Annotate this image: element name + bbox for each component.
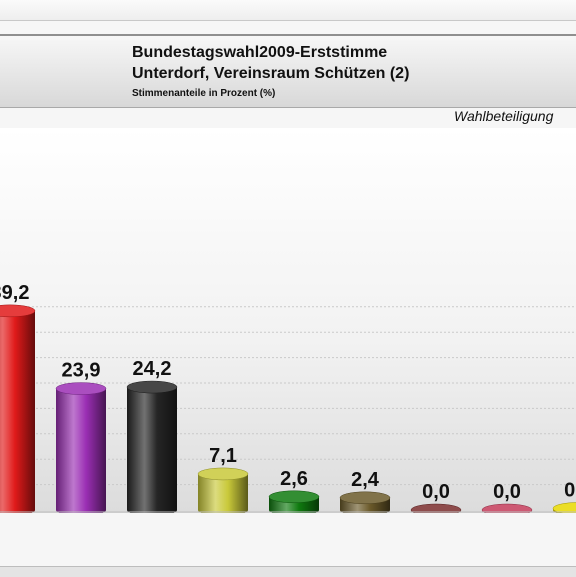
bar <box>268 490 320 513</box>
data-label: 2,6 <box>280 468 308 490</box>
bar <box>339 491 391 513</box>
data-label: 23,9 <box>62 360 101 382</box>
data-label: 7,1 <box>209 445 237 467</box>
bar-body <box>56 388 106 513</box>
bar <box>410 503 462 513</box>
bar-top <box>481 503 533 513</box>
bar-body <box>0 310 35 513</box>
plot-area: 39,2Franz,Ernst23,9Müller,Anja24,2Hirte,… <box>0 128 576 513</box>
bar <box>55 382 107 513</box>
data-label: 39,2 <box>0 282 29 304</box>
data-label: 0,3 <box>564 479 576 501</box>
bar-top <box>552 502 576 513</box>
bar-top <box>339 491 391 505</box>
bar-chart: 39,2Franz,Ernst23,9Müller,Anja24,2Hirte,… <box>0 282 576 513</box>
bar-top <box>0 304 36 318</box>
bar-top <box>126 380 178 394</box>
bar-body <box>198 473 248 513</box>
bar-top <box>197 467 249 481</box>
bar-top <box>410 503 462 513</box>
bar <box>126 380 178 513</box>
bottom-strip <box>0 566 576 577</box>
bar <box>552 502 576 513</box>
bar-top <box>55 382 107 395</box>
bar-top <box>268 490 320 504</box>
top-toolbar-strip <box>0 0 576 21</box>
data-label: 2,4 <box>351 469 380 491</box>
data-label: 0,0 <box>493 481 521 503</box>
bar <box>481 503 533 513</box>
chart-location-title: Unterdorf, Vereinsraum Schützen (2) <box>132 65 410 82</box>
bar <box>0 304 36 513</box>
data-label: 24,2 <box>133 358 172 380</box>
data-label: 0,0 <box>422 481 450 503</box>
chart-subtitle: Stimmenanteile in Prozent (%) <box>132 88 276 99</box>
bar <box>197 467 249 513</box>
chart-title: Bundestagswahl2009-Erststimme <box>132 44 388 61</box>
bar-body <box>127 387 177 513</box>
turnout-label: Wahlbeteiligung <box>454 108 554 124</box>
chart-header: Bundestagswahl2009-Erststimme Unterdorf,… <box>0 34 576 108</box>
